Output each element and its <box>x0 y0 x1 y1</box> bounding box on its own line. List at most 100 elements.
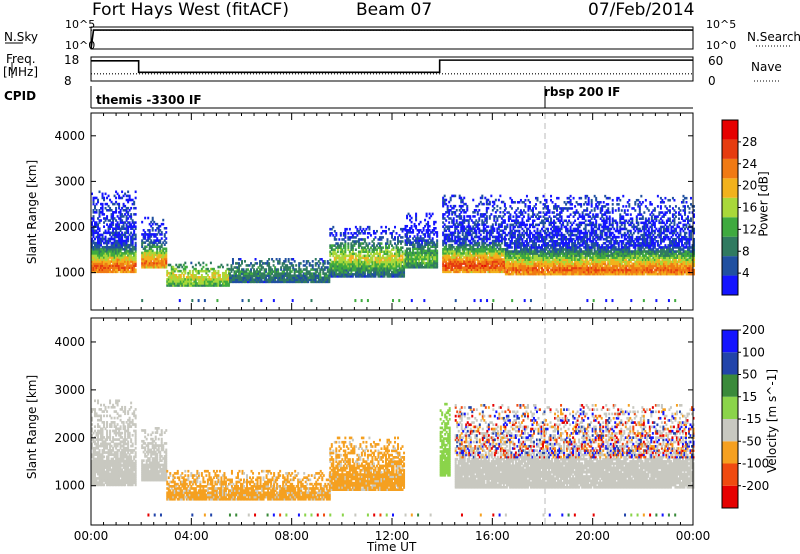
cell <box>497 268 500 272</box>
cell <box>461 233 464 237</box>
cell <box>424 239 427 242</box>
cell <box>133 252 136 255</box>
cell <box>407 229 410 232</box>
cell <box>443 198 446 202</box>
cell <box>104 268 107 272</box>
cell <box>193 276 196 279</box>
cell <box>360 256 363 260</box>
cell <box>101 258 104 261</box>
cell <box>97 243 100 247</box>
cell <box>342 256 345 260</box>
cell <box>94 256 97 259</box>
cell <box>469 229 472 233</box>
cell <box>100 254 103 257</box>
cell <box>467 254 470 257</box>
cell <box>406 229 409 232</box>
cell <box>335 268 338 272</box>
cell <box>118 262 121 265</box>
cell <box>214 282 217 285</box>
cell <box>380 225 383 229</box>
cell <box>128 225 131 228</box>
cell <box>516 240 519 243</box>
cell <box>416 243 419 246</box>
cell <box>451 231 454 235</box>
cell <box>410 261 413 265</box>
cell <box>166 282 169 285</box>
cell <box>156 263 159 267</box>
cell <box>463 247 466 251</box>
cell <box>413 243 416 246</box>
cell <box>359 258 362 262</box>
cell <box>354 264 357 268</box>
cell <box>401 271 404 274</box>
cell <box>287 280 290 284</box>
cell <box>356 234 359 237</box>
cell <box>316 274 319 277</box>
cell <box>107 239 110 243</box>
cell <box>366 262 369 266</box>
cell <box>133 233 136 237</box>
cell <box>496 235 499 239</box>
cell <box>452 219 455 222</box>
cell <box>478 219 481 222</box>
cell <box>433 249 436 253</box>
cell <box>248 278 251 282</box>
cell <box>455 252 458 255</box>
cell <box>458 243 461 247</box>
cell <box>317 272 320 275</box>
cell <box>231 262 234 265</box>
cell <box>220 278 223 281</box>
cell <box>395 266 398 270</box>
cell <box>488 202 491 206</box>
cell <box>424 261 427 265</box>
cell <box>448 233 451 237</box>
cell <box>127 190 130 194</box>
cell <box>484 260 487 263</box>
cell <box>418 251 421 255</box>
cell <box>387 250 390 254</box>
cell <box>179 263 182 267</box>
cell <box>454 239 457 243</box>
cell <box>176 282 179 285</box>
cell <box>115 256 118 259</box>
cell <box>481 241 484 245</box>
cell <box>101 256 104 259</box>
cell <box>493 270 496 274</box>
cell <box>134 258 137 261</box>
cell <box>371 273 374 276</box>
cell <box>196 276 199 279</box>
cell <box>419 261 422 265</box>
cell <box>404 257 407 261</box>
cell <box>363 250 366 254</box>
cell <box>133 268 136 272</box>
cell <box>384 273 387 276</box>
cell <box>144 265 147 269</box>
cell <box>110 213 113 216</box>
cell <box>512 250 515 253</box>
cell <box>95 241 98 245</box>
cell <box>173 282 176 285</box>
cell <box>469 225 472 228</box>
cell <box>516 207 519 210</box>
cell <box>144 257 147 261</box>
cell <box>122 264 125 267</box>
series-line-freq <box>91 59 693 74</box>
cell <box>242 270 245 273</box>
cell <box>401 236 404 239</box>
cell <box>366 268 369 272</box>
cell <box>461 198 464 202</box>
cell <box>187 276 190 279</box>
cell <box>142 237 145 240</box>
cell <box>113 262 116 265</box>
cell <box>121 243 124 247</box>
cell <box>494 262 497 265</box>
cell <box>307 260 310 263</box>
cell <box>470 258 473 261</box>
cell <box>106 270 109 274</box>
cell <box>499 223 502 226</box>
cell <box>473 227 476 231</box>
cell <box>362 268 365 272</box>
cell <box>410 253 413 257</box>
cell <box>113 252 116 255</box>
cell <box>221 278 224 281</box>
